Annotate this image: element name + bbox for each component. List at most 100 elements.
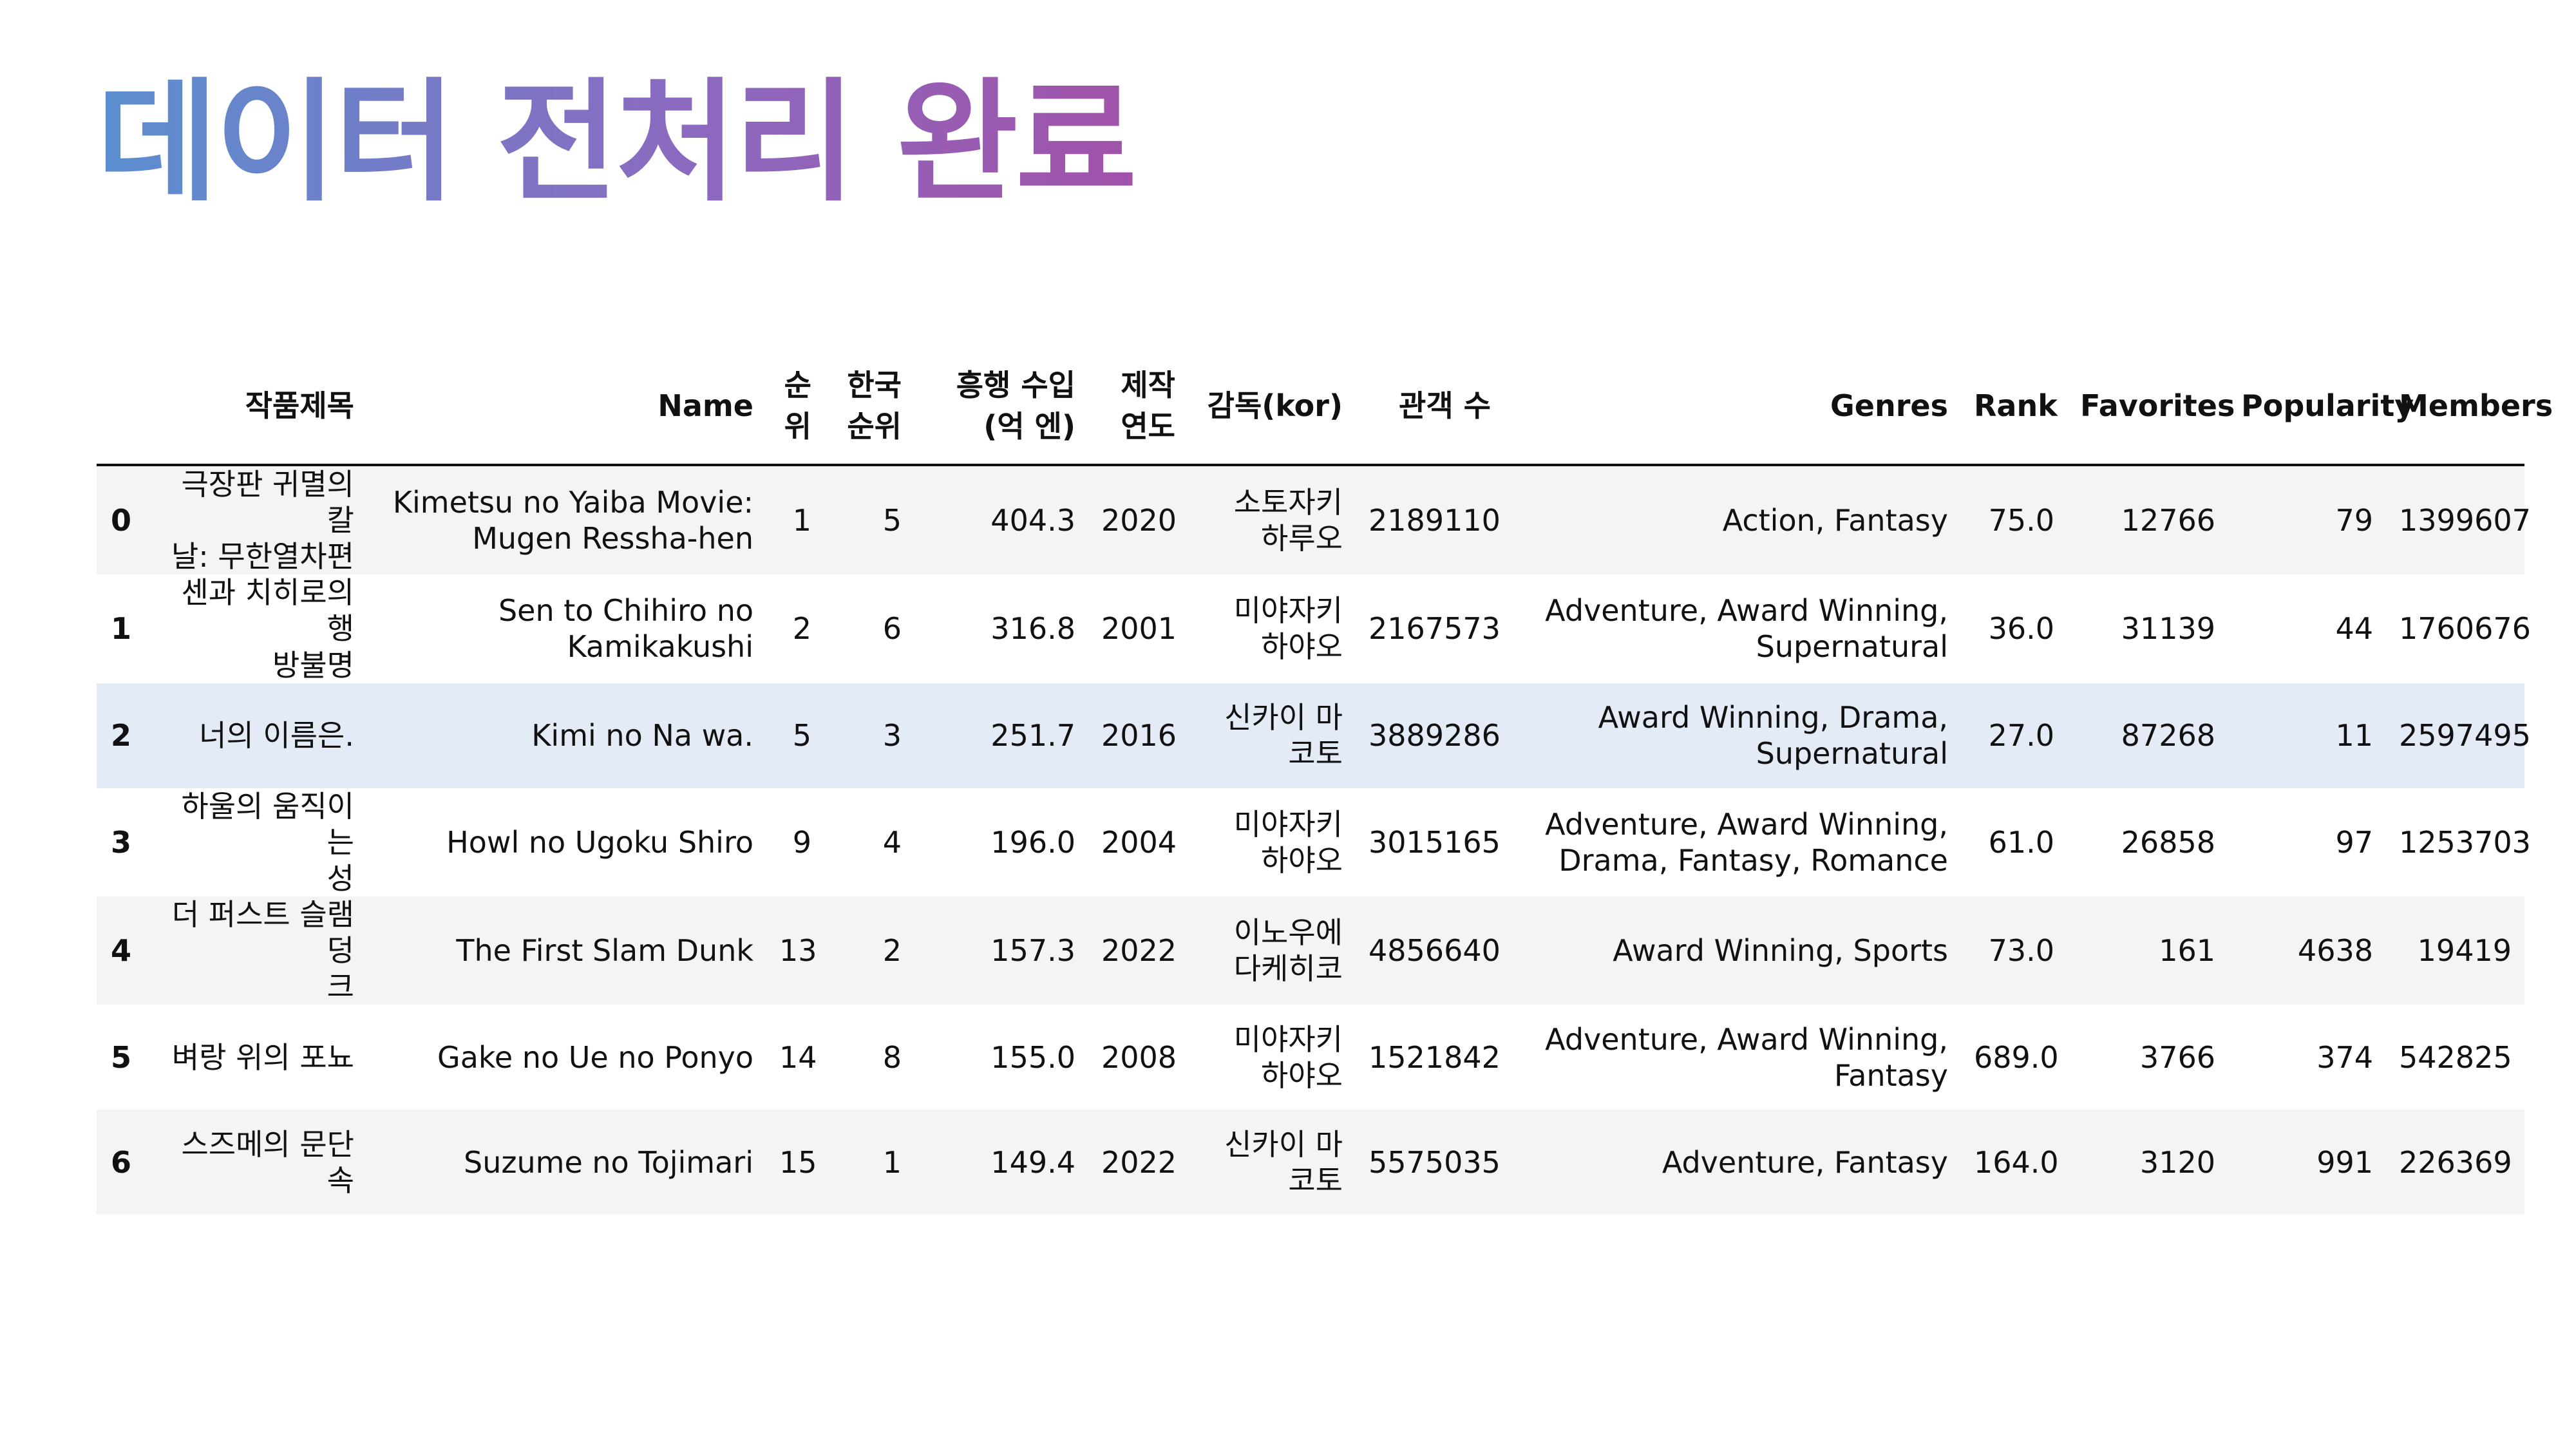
cell-value: 신카이 마 코토 <box>1224 1126 1343 1198</box>
cell-value: 더 퍼스트 슬램덩 크 <box>171 896 354 1005</box>
table-row: 0 극장판 귀멸의 칼 날: 무한열차편 Kimetsu no Yaiba Movi… <box>97 465 2531 575</box>
table-cell: 2597495 <box>2386 683 2531 788</box>
cell-value: 9 <box>792 824 811 860</box>
table-cell: 404.3 <box>914 465 1088 574</box>
header-label: Members <box>2399 388 2553 423</box>
table-cell: 너의 이름은. <box>155 683 367 788</box>
cell-value: 12766 <box>2121 503 2215 538</box>
row-index: 2 <box>97 683 155 788</box>
cell-value: 2022 <box>1101 933 1177 969</box>
table-row: 4 더 퍼스트 슬램덩 크 The First Slam Dunk 13 2 157.3 2… <box>97 896 2524 1005</box>
header-cell: Favorites <box>2067 348 2235 466</box>
header-cell: Members <box>2386 348 2553 466</box>
table-cell: 87268 <box>2067 683 2228 788</box>
cell-value: 이노우에 다케히코 <box>1233 915 1343 987</box>
table-cell: 신카이 마 코토 <box>1188 1110 1356 1215</box>
cell-value: 3015165 <box>1368 824 1501 860</box>
table-cell: 하울의 움직이는 성 <box>155 788 367 896</box>
header-cell: 작품제목 <box>155 348 367 466</box>
table-cell: 신카이 마 코토 <box>1188 683 1356 788</box>
cell-value: 226369 <box>2399 1144 2512 1180</box>
cell-value: 4856640 <box>1368 933 1501 969</box>
table-cell: 3889286 <box>1356 683 1504 788</box>
cell-value: 2008 <box>1101 1039 1177 1075</box>
table-cell: 44 <box>2228 574 2386 683</box>
cell-value: Kimetsu no Yaiba Movie: Mugen Ressha-hen <box>392 485 753 556</box>
cell-value: 36.0 <box>1988 611 2054 647</box>
cell-value: 316.8 <box>990 611 1075 647</box>
header-cell: 제작 연도 <box>1088 348 1188 466</box>
cell-value: 하울의 움직이는 성 <box>181 788 354 896</box>
table-cell: 155.0 <box>914 1005 1088 1110</box>
cell-value: 2597495 <box>2399 718 2531 753</box>
slide-title: 데이터 전처리 완료 <box>97 66 1137 220</box>
header-cell: 관객 수 <box>1356 348 1504 466</box>
table-cell: 251.7 <box>914 683 1088 788</box>
cell-value: 157.3 <box>990 933 1075 969</box>
dataframe-table-wrapper: 작품제목 Name 순 위 한국 순위 흥행 수입 (억 엔) 제작 연도 감독(kor) 관… <box>97 348 2553 1215</box>
header-label: Favorites <box>2080 388 2235 423</box>
cell-value: Sen to Chihiro no Kamikakushi <box>498 593 753 665</box>
cell-value: 3 <box>111 824 132 860</box>
cell-value: 2 <box>111 718 132 753</box>
table-cell: 991 <box>2228 1110 2386 1215</box>
cell-value: 1760676 <box>2399 611 2531 647</box>
cell-value: 542825 <box>2399 1039 2512 1075</box>
header-label: 작품제목 <box>245 388 354 423</box>
table-cell: Adventure, Award Winning, Fantasy <box>1504 1005 1961 1110</box>
cell-value: 1521842 <box>1368 1039 1501 1075</box>
table-cell: 97 <box>2228 788 2386 896</box>
cell-value: 너의 이름은. <box>199 718 354 753</box>
cell-value: The First Slam Dunk <box>456 933 753 969</box>
table-cell: 374 <box>2228 1005 2386 1110</box>
cell-value: 8 <box>882 1039 902 1075</box>
cell-value: 스즈메의 문단속 <box>181 1126 354 1198</box>
cell-value: 73.0 <box>1988 933 2054 969</box>
cell-value: 6 <box>111 1144 132 1180</box>
cell-value: 3889286 <box>1368 718 1501 753</box>
table-cell: 79 <box>2228 465 2386 574</box>
cell-value: 6 <box>882 611 902 647</box>
table-cell: 극장판 귀멸의 칼 날: 무한열차편 <box>155 465 367 574</box>
table-cell: 미야자키 하야오 <box>1188 574 1356 683</box>
cell-value: 2 <box>882 933 902 969</box>
header-cell: 흥행 수입 (억 엔) <box>914 348 1088 466</box>
table-cell: 센과 치히로의 행 방불명 <box>155 574 367 683</box>
header-label: 한국 순위 <box>847 367 902 444</box>
cell-value: 2016 <box>1101 718 1177 753</box>
cell-value: Adventure, Award Winning, Supernatural <box>1545 593 1948 665</box>
table-cell: 2 <box>824 896 914 1005</box>
table-cell: 3 <box>824 683 914 788</box>
row-index: 6 <box>97 1110 155 1215</box>
table-cell: 161 <box>2067 896 2228 1005</box>
table-cell: 689.0 <box>1961 1005 2067 1110</box>
table-cell: 542825 <box>2386 1005 2524 1110</box>
table-row: 1 센과 치히로의 행 방불명 Sen to Chihiro no Kamikaku… <box>97 574 2531 683</box>
cell-value: 689.0 <box>1974 1039 2059 1075</box>
table-cell: 1399607 <box>2386 465 2531 574</box>
cell-value: 374 <box>2316 1039 2373 1075</box>
table-cell: 31139 <box>2067 574 2228 683</box>
cell-value: 소토자키 하루오 <box>1233 485 1343 556</box>
table-cell: Action, Fantasy <box>1504 465 1961 574</box>
cell-value: 4 <box>111 933 132 969</box>
table-cell: 소토자키 하루오 <box>1188 465 1356 574</box>
table-cell: Gake no Ue no Ponyo <box>367 1005 766 1110</box>
table-cell: 2001 <box>1088 574 1188 683</box>
cell-value: 991 <box>2316 1144 2373 1180</box>
header-cell: 순 위 <box>766 348 824 466</box>
table-cell: 더 퍼스트 슬램덩 크 <box>155 896 367 1005</box>
header-cell: Name <box>367 348 766 466</box>
row-index: 3 <box>97 788 155 896</box>
row-index: 0 <box>97 465 155 574</box>
cell-value: Adventure, Fantasy <box>1662 1144 1948 1180</box>
table-cell: 2004 <box>1088 788 1188 896</box>
cell-value: Award Winning, Sports <box>1613 933 1948 969</box>
table-cell: 26858 <box>2067 788 2228 896</box>
cell-value: Adventure, Award Winning, Drama, Fantasy… <box>1545 806 1948 878</box>
table-cell: Sen to Chihiro no Kamikakushi <box>367 574 766 683</box>
cell-value: 14 <box>779 1039 817 1075</box>
cell-value: 4 <box>882 824 902 860</box>
cell-value: 4638 <box>2297 933 2373 969</box>
header-cell: Rank <box>1961 348 2067 466</box>
